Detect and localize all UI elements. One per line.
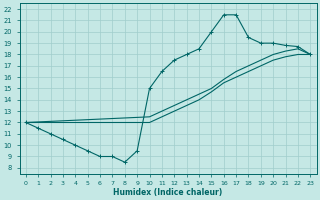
X-axis label: Humidex (Indice chaleur): Humidex (Indice chaleur): [114, 188, 223, 197]
